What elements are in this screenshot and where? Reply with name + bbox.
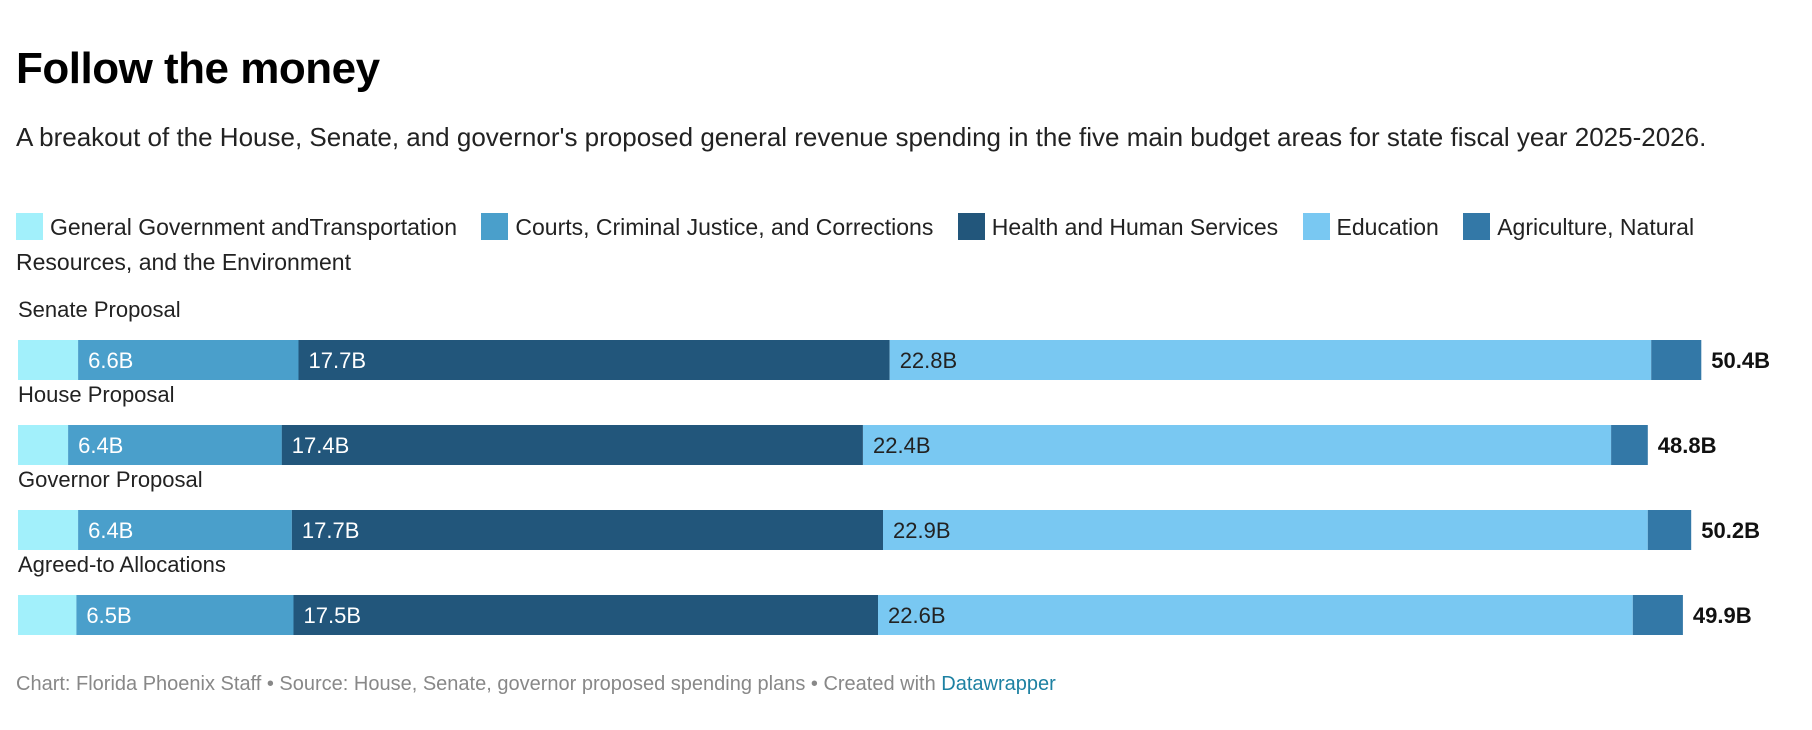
bar-value-label: 22.8B [900, 348, 958, 373]
bar-segment [18, 510, 79, 550]
category-label: Senate Proposal [18, 297, 181, 322]
legend-swatch [481, 213, 509, 240]
legend-item: Education [1302, 213, 1439, 240]
bar-value-label: 17.7B [309, 348, 367, 373]
bar-segment [281, 425, 863, 465]
bar-value-label: 17.5B [304, 603, 362, 628]
bar-value-label: 6.5B [86, 603, 131, 628]
legend-item: Health and Human Services [957, 213, 1279, 240]
legend-label: Courts, Criminal Justice, and Correction… [515, 214, 934, 240]
legend-label: Health and Human Services [991, 214, 1279, 240]
legend-item: General Government andTransportation [16, 213, 457, 240]
bar-value-label: 22.6B [888, 603, 946, 628]
bar-value-label: 6.4B [78, 433, 123, 458]
bar-segment [878, 595, 1633, 635]
bar-segment [1647, 510, 1692, 550]
bar-value-label: 17.7B [302, 518, 360, 543]
legend-swatch [16, 213, 43, 240]
legend-label: Agriculture, Natural Resources, and the … [16, 214, 1695, 275]
bar-segment [1611, 425, 1648, 465]
bar-segment [18, 340, 79, 380]
bar-total-label: 49.9B [1693, 603, 1752, 628]
legend: General Government andTransportation Cou… [16, 210, 1776, 280]
bar-value-label: 22.4B [873, 433, 931, 458]
bar-segment [863, 425, 1612, 465]
bar-total-label: 50.2B [1701, 518, 1760, 543]
bar-segment [1632, 595, 1683, 635]
legend-item: Courts, Criminal Justice, and Correction… [481, 213, 934, 240]
legend-item: Agriculture, Natural Resources, and the … [16, 213, 1695, 275]
bar-segment [291, 510, 884, 550]
bar-value-label: 6.6B [88, 348, 133, 373]
legend-swatch [957, 213, 985, 240]
bar-value-label: 22.9B [893, 518, 951, 543]
category-label: Agreed-to Allocations [18, 552, 226, 577]
chart-title: Follow the money [16, 44, 380, 93]
bar-value-label: 6.4B [88, 518, 133, 543]
legend-label: General Government andTransportation [50, 214, 457, 240]
datawrapper-link[interactable]: Datawrapper [941, 673, 1056, 695]
footer-credits: Chart: Florida Phoenix Staff • Source: H… [16, 673, 942, 695]
chart-subtitle: A breakout of the House, Senate, and gov… [16, 122, 1707, 152]
bar-segment [78, 340, 299, 380]
bar-segment [68, 425, 282, 465]
category-label: Governor Proposal [18, 467, 203, 492]
bar-segment [76, 595, 294, 635]
bar-segment [293, 595, 878, 635]
legend-swatch [1302, 213, 1330, 240]
bar-segment [298, 340, 890, 380]
bar-segment [18, 595, 77, 635]
bar-segment [883, 510, 1648, 550]
bar-total-label: 48.8B [1658, 433, 1717, 458]
bar-segment [18, 425, 69, 465]
category-label: House Proposal [18, 382, 175, 407]
bar-segment [78, 510, 292, 550]
bar-total-label: 50.4B [1711, 348, 1770, 373]
chart-footer: Chart: Florida Phoenix Staff • Source: H… [16, 673, 1056, 696]
bar-segment [1651, 340, 1702, 380]
stacked-bar-chart: Senate Proposal 6.6B 17.7B 22.8B 50.4B House … [18, 297, 1770, 635]
legend-label: Education [1336, 214, 1439, 240]
bar-segment [889, 340, 1652, 380]
legend-swatch [1463, 213, 1491, 240]
bar-value-label: 17.4B [292, 433, 350, 458]
